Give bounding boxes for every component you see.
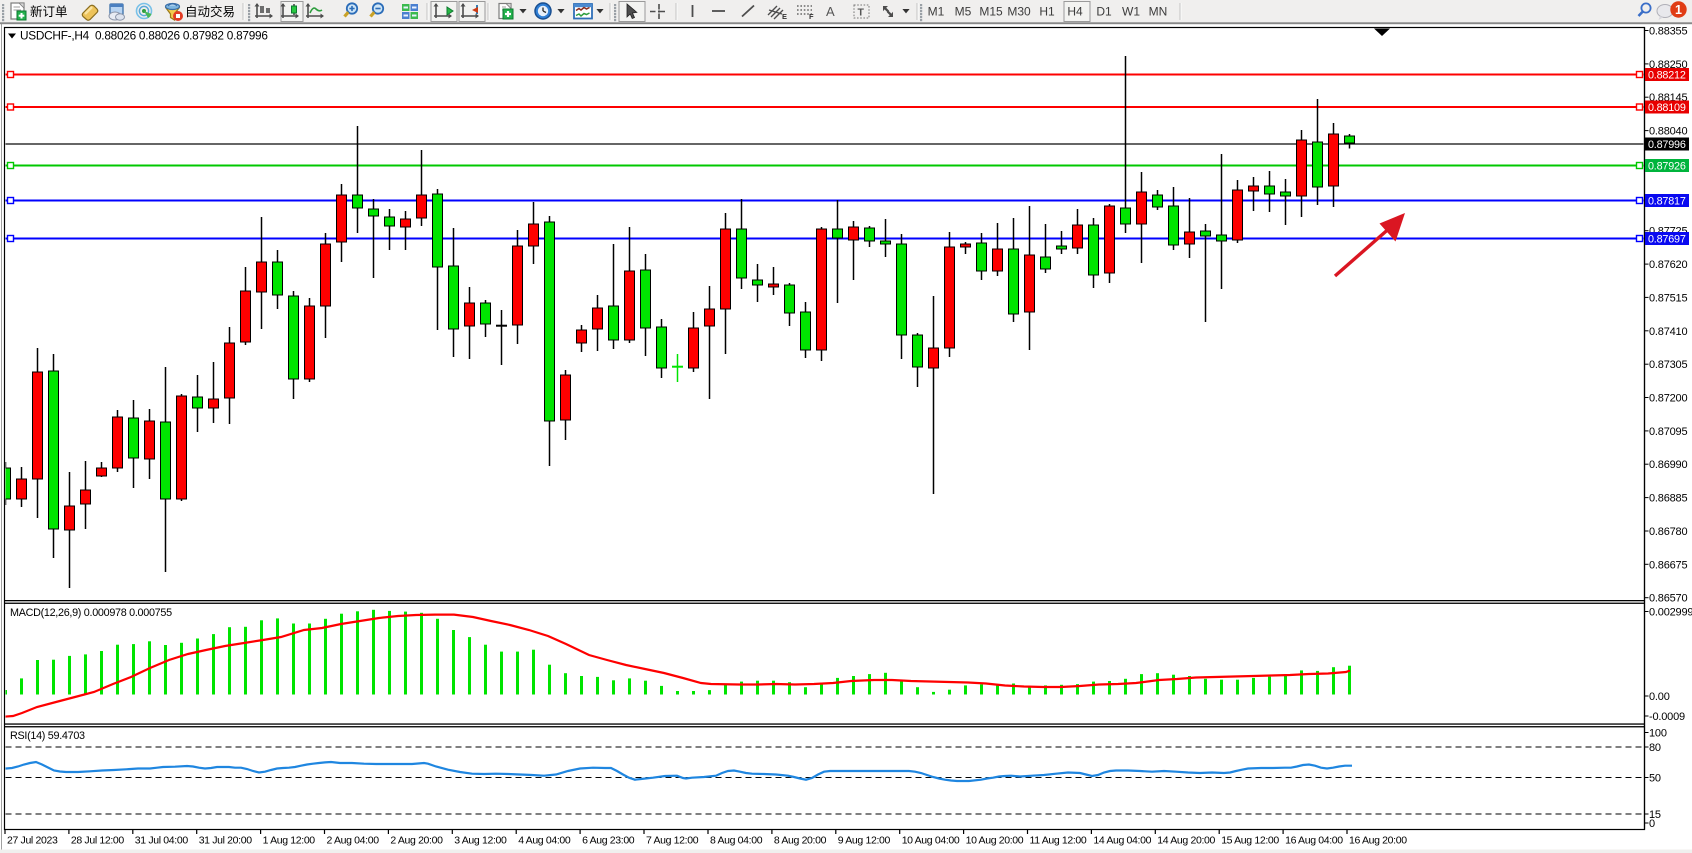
svg-text:14 Aug 20:00: 14 Aug 20:00	[1157, 835, 1215, 847]
svg-text:USDCHF-,H4 0.88026 0.88026 0.: USDCHF-,H4 0.88026 0.88026 0.87982 0.879…	[20, 29, 268, 43]
svg-text:H1: H1	[1039, 5, 1055, 19]
svg-text:3 Aug 12:00: 3 Aug 12:00	[454, 835, 507, 847]
svg-text:10 Aug 04:00: 10 Aug 04:00	[902, 835, 960, 847]
svg-text:28 Jul 12:00: 28 Jul 12:00	[71, 835, 125, 847]
svg-text:16 Aug 04:00: 16 Aug 04:00	[1285, 835, 1343, 847]
svg-text:0.86990: 0.86990	[1649, 459, 1687, 471]
svg-text:A: A	[826, 4, 835, 19]
svg-text:自动交易: 自动交易	[185, 4, 235, 19]
svg-text:F: F	[809, 12, 814, 21]
svg-text:100: 100	[1649, 728, 1667, 740]
svg-text:31 Jul 04:00: 31 Jul 04:00	[135, 835, 189, 847]
svg-text:2 Aug 20:00: 2 Aug 20:00	[390, 835, 443, 847]
svg-text:15 Aug 12:00: 15 Aug 12:00	[1221, 835, 1279, 847]
svg-text:0.87697: 0.87697	[1648, 234, 1686, 246]
svg-text:14 Aug 04:00: 14 Aug 04:00	[1093, 835, 1151, 847]
svg-text:0.87515: 0.87515	[1649, 292, 1687, 304]
svg-text:MN: MN	[1149, 5, 1168, 19]
svg-text:0.87817: 0.87817	[1648, 196, 1686, 208]
svg-text:6 Aug 23:00: 6 Aug 23:00	[582, 835, 635, 847]
svg-text:M5: M5	[955, 5, 972, 19]
svg-text:0.87620: 0.87620	[1649, 259, 1687, 271]
svg-text:2 Aug 04:00: 2 Aug 04:00	[327, 835, 380, 847]
svg-text:0.88212: 0.88212	[1648, 70, 1686, 82]
svg-text:0.87200: 0.87200	[1649, 393, 1687, 405]
svg-text:0.87305: 0.87305	[1649, 359, 1687, 371]
svg-text:1 Aug 12:00: 1 Aug 12:00	[263, 835, 316, 847]
svg-text:0.87095: 0.87095	[1649, 426, 1687, 438]
svg-text:MACD(12,26,9) 0.000978 0.00075: MACD(12,26,9) 0.000978 0.000755	[10, 607, 172, 619]
svg-text:M15: M15	[979, 5, 1003, 19]
svg-text:0.86675: 0.86675	[1649, 559, 1687, 571]
svg-text:0.87996: 0.87996	[1648, 139, 1686, 151]
svg-text:31 Jul 20:00: 31 Jul 20:00	[199, 835, 253, 847]
svg-text:27 Jul 2023: 27 Jul 2023	[7, 835, 58, 847]
svg-text:0.88250: 0.88250	[1649, 59, 1687, 71]
svg-text:9 Aug 12:00: 9 Aug 12:00	[838, 835, 891, 847]
svg-text:0.86885: 0.86885	[1649, 493, 1687, 505]
svg-text:0.00: 0.00	[1649, 691, 1670, 703]
svg-text:M30: M30	[1007, 5, 1031, 19]
svg-text:T: T	[858, 7, 865, 19]
svg-text:RSI(14) 59.4703: RSI(14) 59.4703	[10, 730, 85, 742]
svg-text:0.88355: 0.88355	[1649, 26, 1687, 38]
svg-text:15: 15	[1649, 809, 1661, 821]
svg-text:新订单: 新订单	[30, 4, 68, 19]
svg-text:0.86570: 0.86570	[1649, 593, 1687, 605]
svg-text:7 Aug 12:00: 7 Aug 12:00	[646, 835, 699, 847]
svg-text:0.86780: 0.86780	[1649, 526, 1687, 538]
svg-text:4 Aug 04:00: 4 Aug 04:00	[518, 835, 571, 847]
svg-text:E: E	[782, 12, 787, 21]
svg-text:0.87926: 0.87926	[1648, 161, 1686, 173]
svg-text:0: 0	[1649, 818, 1655, 830]
svg-text:8 Aug 04:00: 8 Aug 04:00	[710, 835, 763, 847]
svg-text:-0.0009: -0.0009	[1649, 711, 1685, 723]
svg-text:0.002999: 0.002999	[1649, 607, 1692, 619]
svg-text:8 Aug 20:00: 8 Aug 20:00	[774, 835, 827, 847]
svg-text:16 Aug 20:00: 16 Aug 20:00	[1349, 835, 1407, 847]
svg-text:1: 1	[1675, 3, 1682, 17]
svg-text:0.88040: 0.88040	[1649, 126, 1687, 138]
svg-text:H4: H4	[1067, 5, 1083, 19]
svg-text:50: 50	[1649, 773, 1661, 785]
svg-text:10 Aug 20:00: 10 Aug 20:00	[966, 835, 1024, 847]
svg-text:D1: D1	[1096, 5, 1112, 19]
svg-text:W1: W1	[1122, 5, 1140, 19]
svg-text:M1: M1	[928, 5, 945, 19]
svg-text:11 Aug 12:00: 11 Aug 12:00	[1030, 835, 1087, 847]
svg-text:0.87410: 0.87410	[1649, 326, 1687, 338]
svg-text:0.88109: 0.88109	[1648, 102, 1686, 114]
svg-text:80: 80	[1649, 742, 1661, 754]
